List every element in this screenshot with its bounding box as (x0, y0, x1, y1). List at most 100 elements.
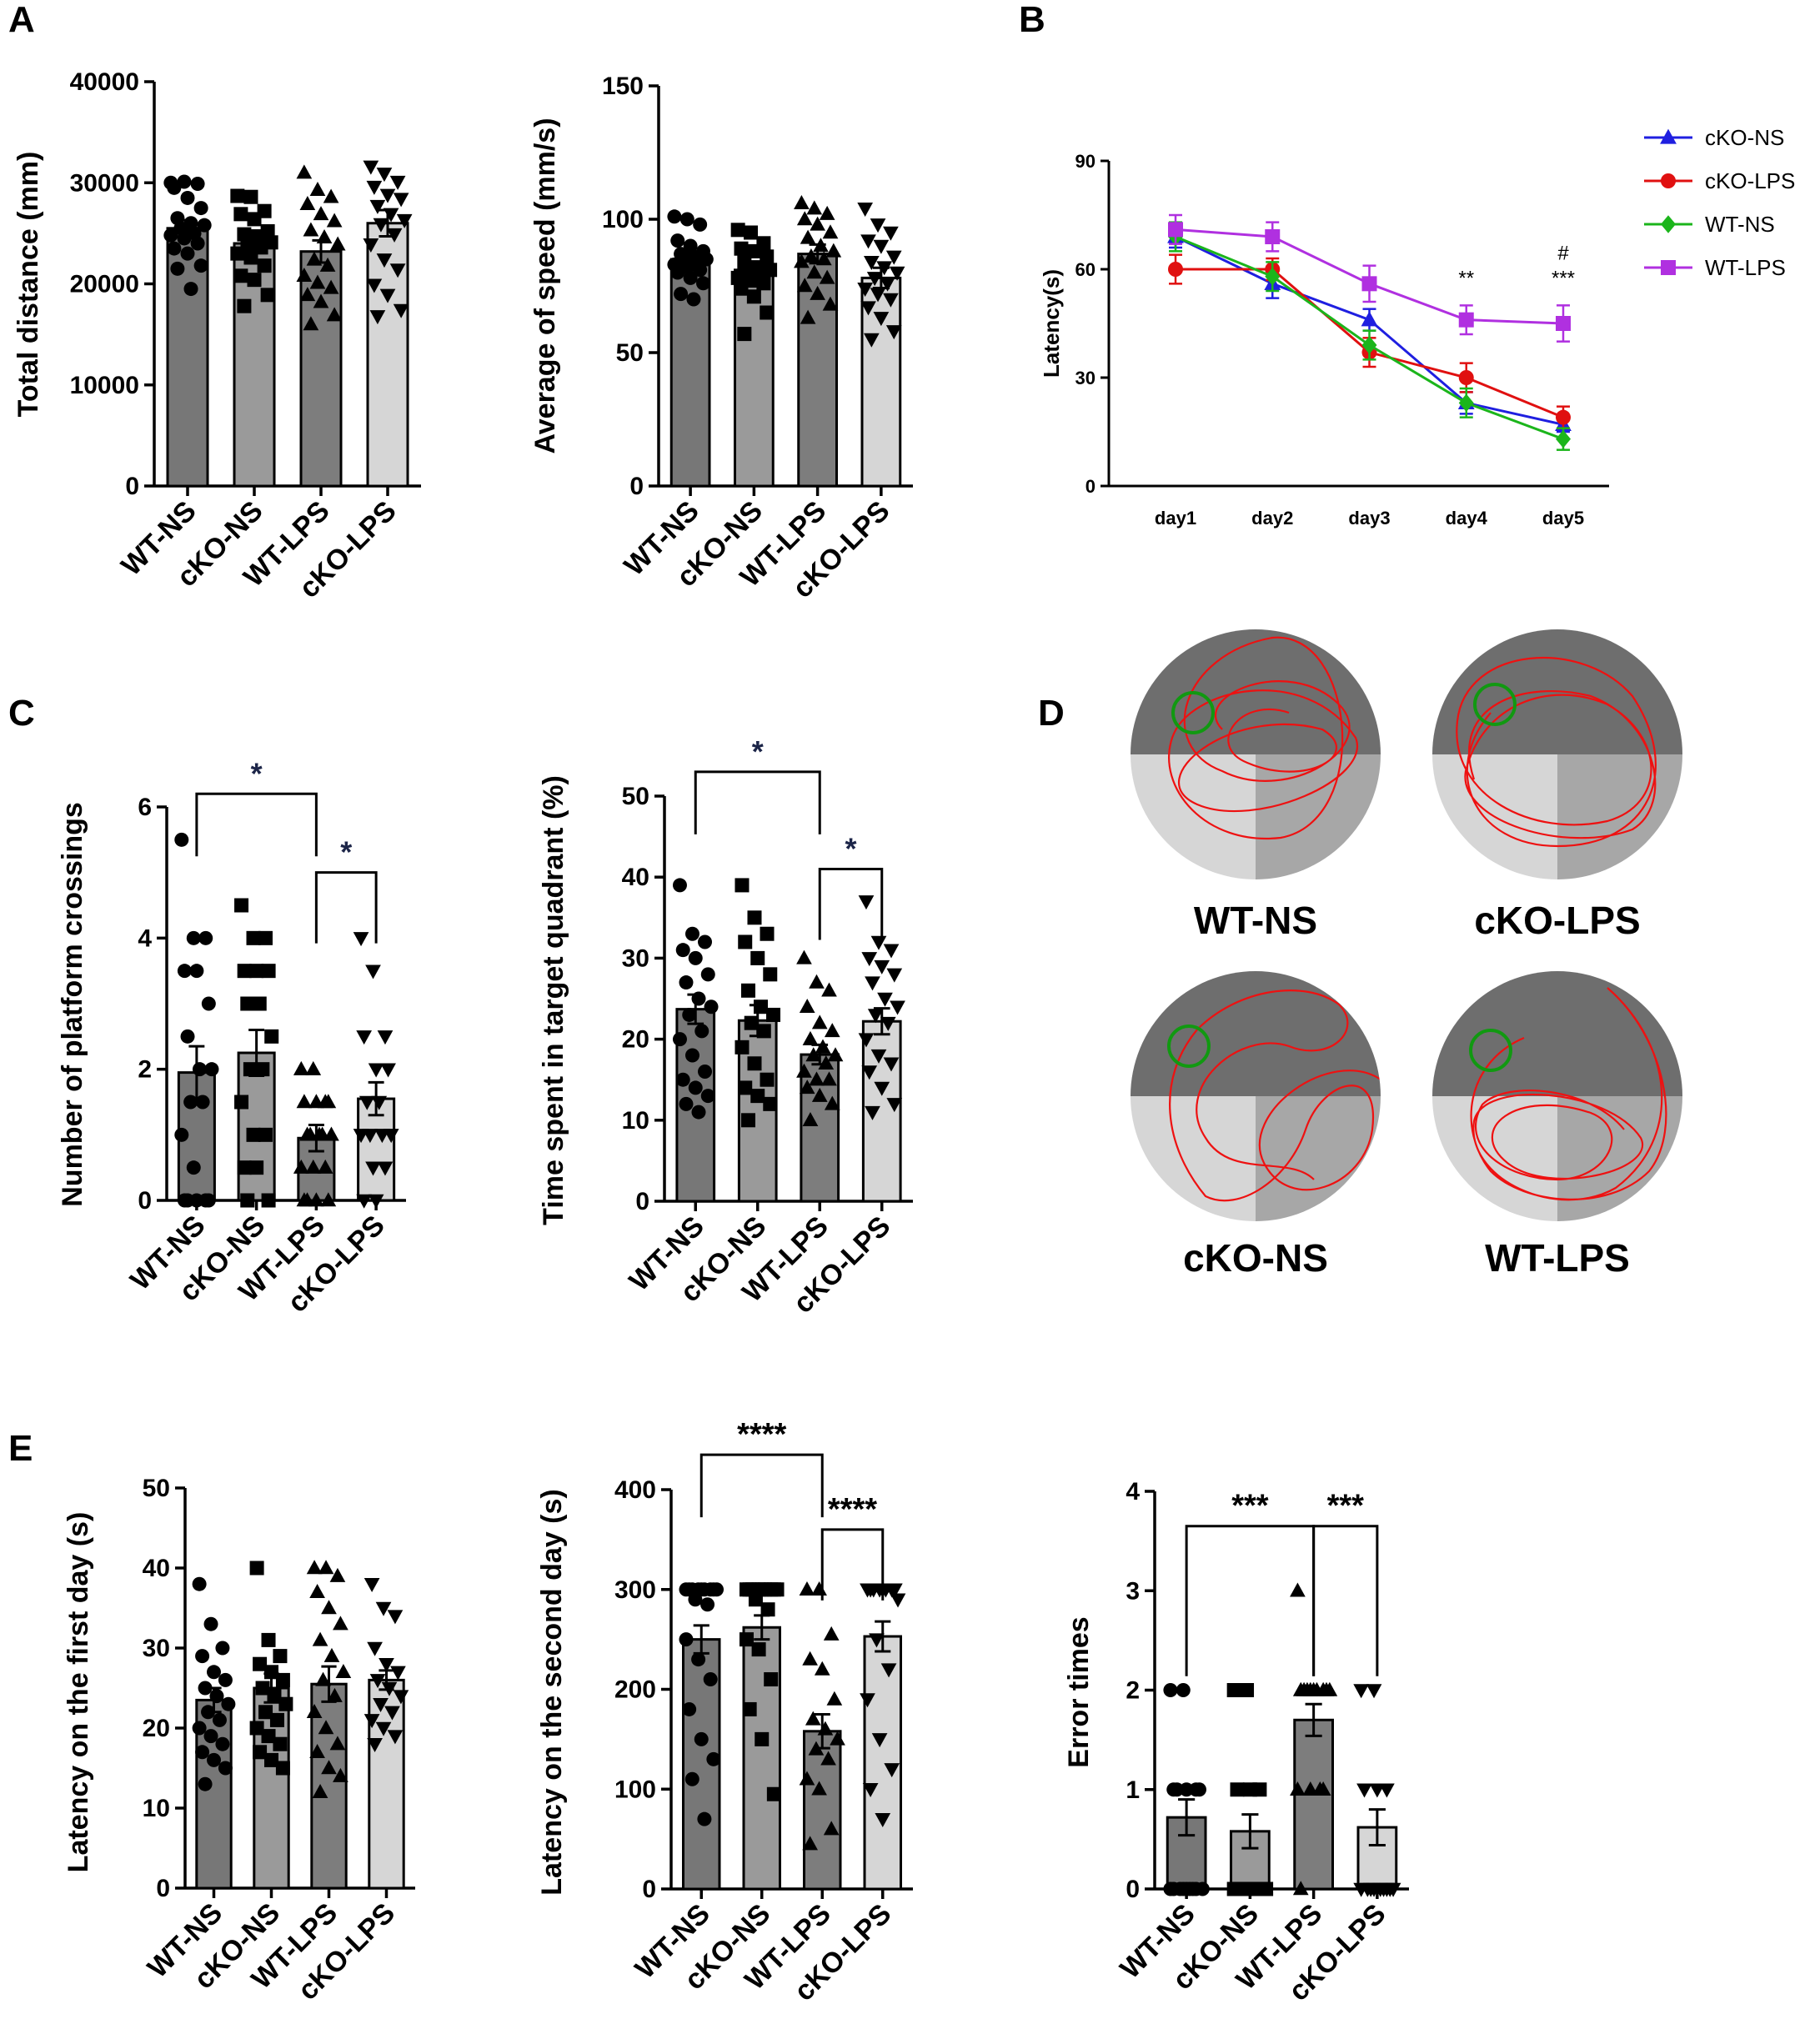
data-point (675, 943, 690, 958)
data-point (1366, 1882, 1382, 1897)
data-point (706, 1751, 721, 1766)
legend-marker (1661, 215, 1676, 233)
data-point (335, 1664, 352, 1679)
platform-circle (1171, 691, 1215, 734)
maze-image-wt-lps (1432, 971, 1682, 1221)
data-point (246, 1127, 261, 1142)
data-point (195, 1649, 210, 1664)
data-point (670, 233, 685, 248)
data-point (755, 1731, 770, 1746)
data-point (195, 1745, 210, 1760)
quadrant (1557, 629, 1682, 754)
significance-bracket (1312, 1525, 1379, 1676)
data-point (261, 1193, 276, 1208)
data-point (365, 1161, 381, 1176)
platform-circle (1473, 683, 1517, 726)
significance-label: **** (737, 1417, 786, 1452)
data-point (247, 212, 262, 227)
data-point (738, 1080, 753, 1095)
y-axis-label: Average of speed (mm/s) (529, 118, 561, 453)
data-point (883, 1057, 900, 1072)
y-tick-label: 1 (1126, 1776, 1140, 1804)
data-point (682, 1007, 697, 1022)
data-point (312, 1784, 328, 1799)
y-tick-label: 60 (1075, 259, 1096, 280)
data-point (275, 1672, 290, 1687)
data-point (367, 1737, 383, 1752)
data-point (326, 213, 343, 228)
data-point (683, 270, 698, 285)
data-point (819, 205, 835, 220)
y-axis-label: Error times (1063, 1616, 1095, 1767)
data-point (890, 1000, 905, 1015)
data-point (313, 293, 329, 308)
y-tick-label: 10 (622, 1107, 649, 1135)
y-tick-label: 2 (138, 1056, 152, 1084)
data-point (670, 265, 685, 280)
data-point (366, 180, 383, 195)
data-point (877, 992, 893, 1007)
data-point (264, 1752, 278, 1767)
data-point (356, 1030, 373, 1045)
series-point (1556, 316, 1571, 331)
data-point (865, 1583, 882, 1598)
data-point (318, 1720, 334, 1735)
data-point (215, 1641, 230, 1656)
data-point (862, 1783, 879, 1798)
series-point (1265, 229, 1281, 244)
series-point (1556, 429, 1571, 448)
swim-path (1169, 989, 1381, 1202)
maze-image-cko-lps (1432, 629, 1682, 879)
data-point (811, 1015, 828, 1030)
data-point (830, 1731, 845, 1746)
data-point (815, 1039, 831, 1054)
data-point (170, 261, 185, 276)
data-point (163, 228, 178, 243)
data-point (366, 278, 383, 293)
data-point (299, 287, 316, 302)
data-point (255, 1681, 270, 1696)
data-point (873, 239, 890, 254)
data-point (802, 1836, 818, 1851)
data-point (377, 1161, 394, 1176)
data-point (684, 1771, 699, 1786)
bar-wt-lps (1293, 1718, 1334, 1891)
data-point (192, 1721, 207, 1736)
data-point (809, 974, 825, 989)
data-point (303, 222, 319, 237)
data-point (869, 1633, 885, 1648)
data-point (800, 309, 816, 324)
data-point (746, 289, 761, 304)
data-point (230, 188, 245, 203)
data-point (675, 1072, 690, 1087)
data-point (261, 1729, 276, 1744)
data-point (240, 996, 255, 1011)
legend-marker (1661, 260, 1676, 275)
data-point (688, 950, 703, 965)
data-point (756, 276, 771, 291)
y-tick-label: 0 (1126, 1876, 1140, 1903)
data-point (730, 223, 745, 238)
data-point (312, 1631, 328, 1646)
y-tick-label: 20 (143, 1715, 170, 1742)
data-point (393, 303, 409, 318)
data-point (393, 1690, 409, 1705)
bar-cko-ns (237, 1051, 276, 1202)
series-point (1458, 312, 1474, 328)
data-point (880, 1663, 897, 1678)
data-point (874, 1081, 890, 1096)
significance-bracket (818, 867, 884, 940)
data-point (796, 278, 813, 293)
data-point (861, 1065, 878, 1080)
data-point (369, 1674, 386, 1689)
significance-bracket (694, 770, 821, 834)
data-point (389, 175, 406, 190)
maze-quadrants (1131, 629, 1381, 879)
annotation-day5: *** (1552, 268, 1575, 290)
data-point (320, 1192, 337, 1207)
data-point (317, 1159, 333, 1174)
data-point (734, 281, 749, 296)
data-point (744, 1015, 759, 1030)
data-point (890, 1593, 906, 1608)
data-point (824, 1095, 840, 1110)
